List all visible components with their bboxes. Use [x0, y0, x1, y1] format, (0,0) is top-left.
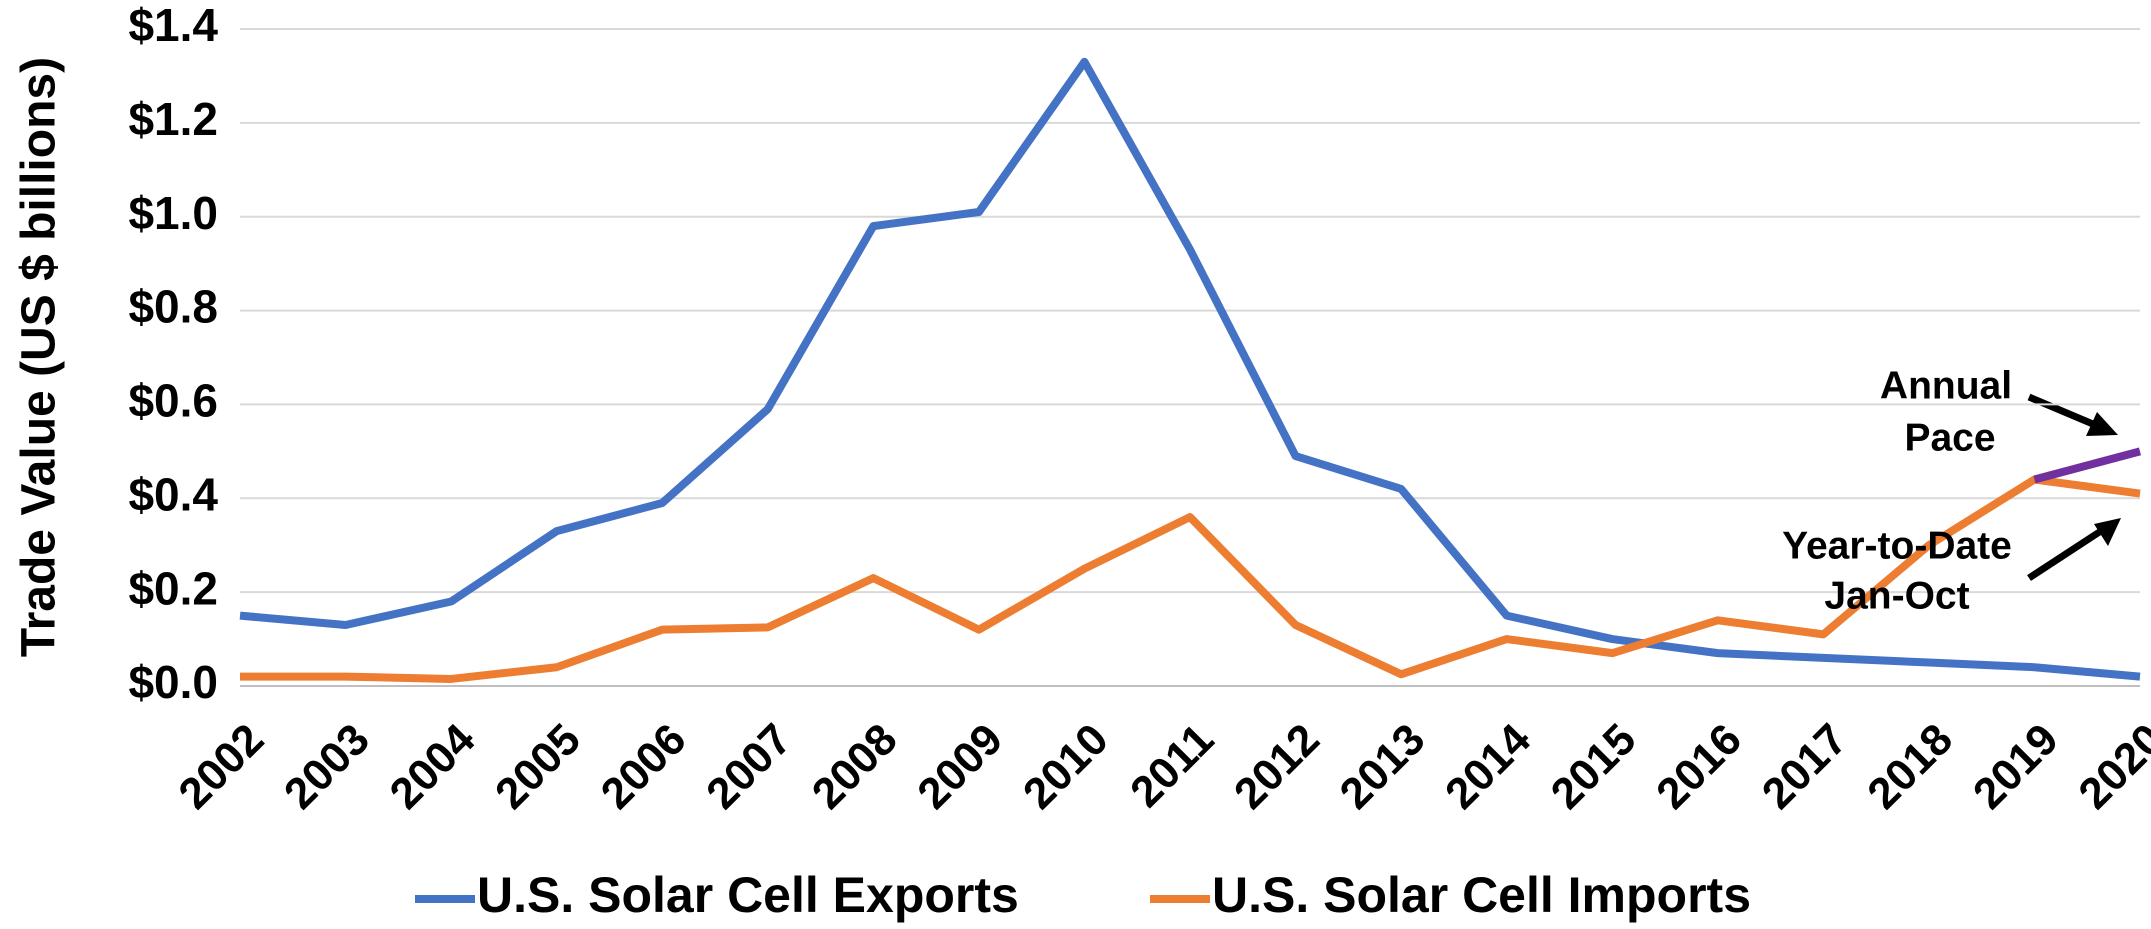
legend-label: U.S. Solar Cell Exports	[477, 867, 1019, 923]
y-tick-label: $1.0	[128, 187, 218, 239]
x-tick-label: 2018	[1858, 715, 1962, 819]
x-tick-label: 2014	[1436, 714, 1540, 818]
x-tick-label: 2010	[1014, 715, 1118, 819]
arrow-head	[2086, 412, 2118, 436]
x-tick-label: 2002	[169, 715, 273, 819]
x-tick-label: 2006	[592, 715, 696, 819]
annotation: Year-to-Date	[1782, 524, 2012, 567]
y-tick-label: $0.4	[128, 468, 218, 520]
annotation: Annual	[1880, 364, 2012, 407]
arrow	[2027, 526, 2106, 581]
x-tick-label: 2013	[1331, 715, 1435, 819]
series-line	[240, 475, 2141, 683]
arrow-head	[2094, 518, 2121, 546]
x-tick-label: 2017	[1753, 715, 1857, 819]
arrow	[2027, 393, 2102, 431]
x-tick-label: 2020	[2069, 715, 2151, 819]
y-tick-label: $1.2	[128, 93, 218, 145]
x-tick-label: 2016	[1647, 715, 1751, 819]
annual-pace-line	[2033, 447, 2142, 484]
series-line	[239, 57, 2141, 681]
x-tick-label: 2009	[908, 715, 1012, 819]
x-tick-label: 2019	[1964, 715, 2068, 819]
legend-label: U.S. Solar Cell Imports	[1212, 867, 1751, 923]
y-tick-label: $1.4	[128, 0, 218, 51]
annotation: Pace	[1904, 416, 1995, 459]
x-tick-label: 2003	[275, 715, 379, 819]
annotation: Jan-Oct	[1824, 574, 1969, 617]
x-tick-label: 2012	[1225, 715, 1329, 819]
y-tick-label: $0.2	[128, 562, 218, 614]
y-tick-label: $0.8	[128, 281, 218, 333]
x-tick-label: 2004	[381, 714, 485, 818]
x-tick-label: 2011	[1121, 715, 1223, 817]
x-tick-label: 2007	[697, 715, 801, 819]
x-tick-label: 2005	[486, 715, 590, 819]
x-tick-label: 2015	[1542, 715, 1646, 819]
y-tick-label: $0.0	[128, 656, 218, 708]
y-tick-label: $0.6	[128, 375, 218, 427]
y-axis-label: Trade Value (US $ billions)	[13, 57, 66, 657]
x-tick-label: 2008	[803, 715, 907, 819]
